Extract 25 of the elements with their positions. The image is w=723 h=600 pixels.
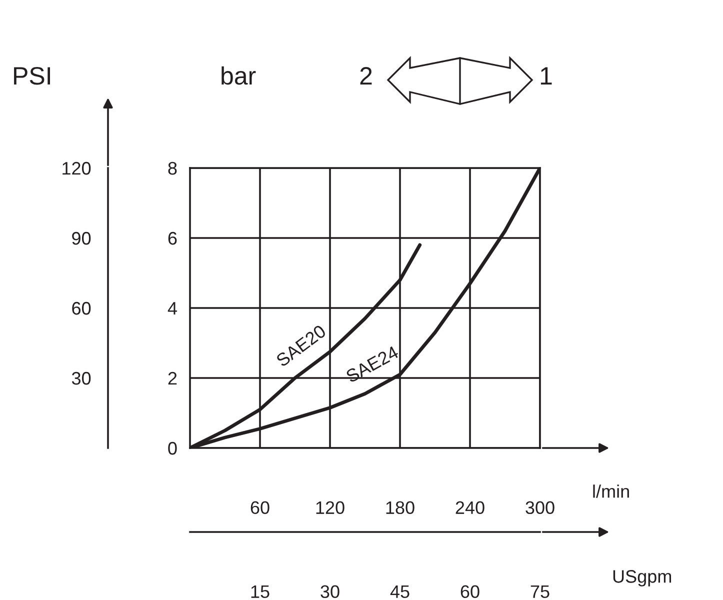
y-axis-title: bar [222,66,256,85]
text: 1 [540,67,552,84]
text: 2 [360,67,372,84]
y2-tick-label: 30 [72,372,91,385]
x2-tick-label: 30 [320,585,340,598]
x-tick-label: 240 [456,501,484,514]
x2-tick-label: 45 [390,585,410,598]
x2-axis-title: USgpm [613,570,672,586]
x-tick-label: 300 [526,501,554,514]
x2-tick-label: 60 [460,585,480,598]
x-tick-label: 60 [250,501,270,514]
x2-tick-label: 75 [530,585,550,598]
y2-tick-label: 60 [72,302,91,315]
x2-tick-label: 15 [251,585,270,598]
y-tick-label: 8 [168,162,177,175]
x-tick-label: 120 [316,501,344,514]
y-tick-label: 6 [168,232,177,245]
x-tick-label: 180 [386,501,414,514]
y-tick-label: 2 [168,372,177,385]
y2-axis-title: PSI [14,67,50,85]
y-tick-label: 4 [168,302,177,315]
x-axis-title: l/min [593,484,629,498]
y2-tick-label: 120 [62,162,91,175]
y2-tick-label: 90 [72,232,91,245]
y-tick-label: 0 [168,442,177,455]
